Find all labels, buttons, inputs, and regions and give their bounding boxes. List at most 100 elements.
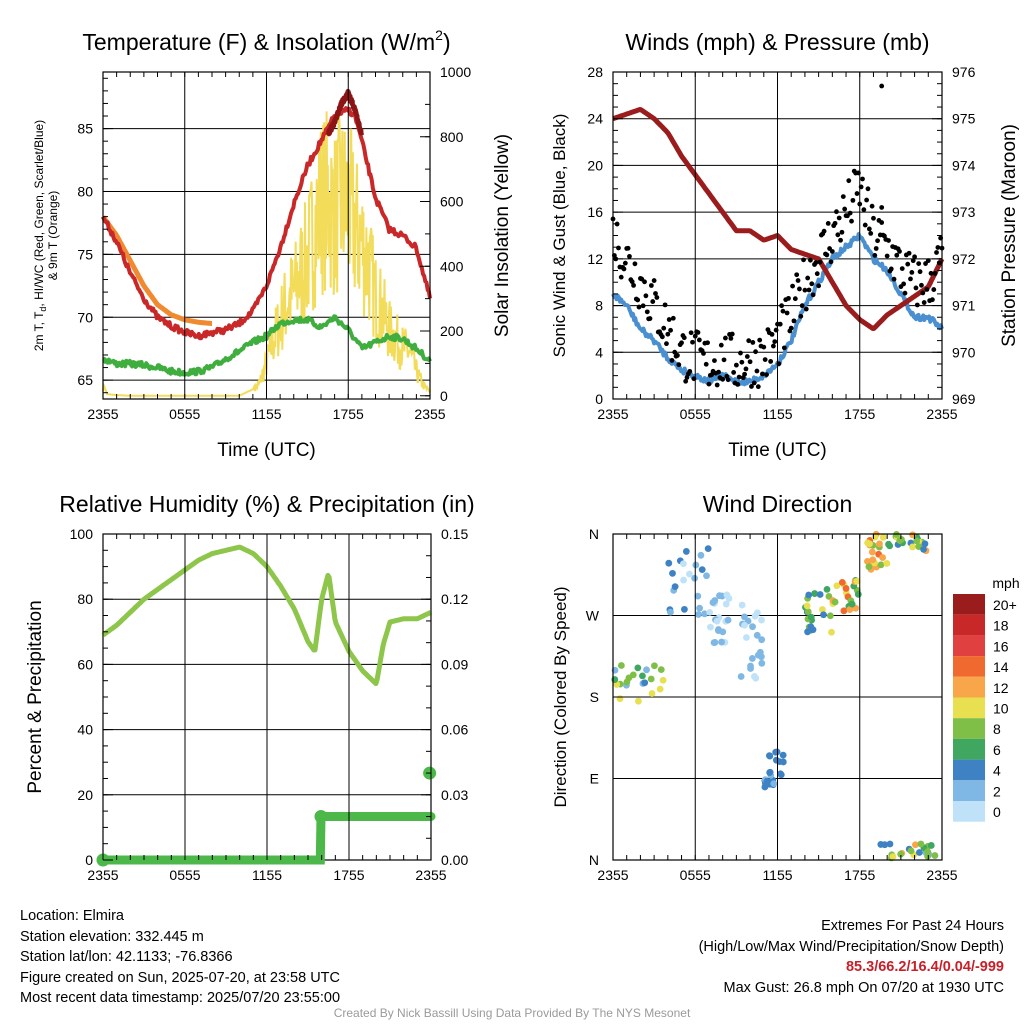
y-axis-label-2: & 9m T (Orange) xyxy=(46,191,60,281)
direction-point xyxy=(766,769,774,776)
direction-point xyxy=(823,585,831,593)
gust-point xyxy=(916,261,922,266)
direction-point xyxy=(703,572,710,580)
gust-point xyxy=(718,342,724,348)
y2-tick-label: 400 xyxy=(440,258,464,274)
direction-point xyxy=(680,605,688,613)
direction-point xyxy=(777,770,784,778)
gust-point xyxy=(651,278,657,283)
gust-point xyxy=(886,238,891,243)
gust-point xyxy=(894,252,900,258)
gust-peak-point xyxy=(879,83,885,89)
gust-point xyxy=(930,297,935,303)
direction-point xyxy=(831,598,839,606)
gust-point xyxy=(888,266,894,272)
gust-point xyxy=(865,186,871,192)
direction-point xyxy=(696,604,703,612)
y-tick-label: 20 xyxy=(587,157,603,173)
direction-point xyxy=(753,631,761,639)
direction-point xyxy=(804,628,811,636)
y2-tick-label: 0.15 xyxy=(441,526,468,542)
direction-point xyxy=(846,606,854,613)
gust-point xyxy=(687,368,693,374)
direction-point xyxy=(691,574,699,582)
gust-point xyxy=(703,361,709,367)
gust-point xyxy=(790,283,795,289)
gust-point xyxy=(854,191,860,196)
gust-point xyxy=(653,291,658,296)
y-tick-label: 4 xyxy=(595,344,603,360)
max-gust: Max Gust: 26.8 mph On 07/20 at 1930 UTC xyxy=(723,979,1004,996)
speed-legend: mph 20+ 18 16 14 12 10 8 6 4 2 0 xyxy=(953,575,1020,822)
direction-point xyxy=(876,540,883,548)
gust-point xyxy=(706,381,712,387)
gust-point xyxy=(777,321,783,327)
gust-point xyxy=(642,279,647,285)
gust-point xyxy=(712,358,717,364)
y-tick-label: N xyxy=(589,852,599,868)
y-axis-label: Percent & Precipitation xyxy=(25,600,46,793)
direction-point xyxy=(871,533,879,541)
y2-tick-label: 800 xyxy=(440,129,464,145)
gust-point xyxy=(779,303,785,309)
gust-point xyxy=(650,299,656,304)
gust-point xyxy=(659,334,665,340)
direction-point xyxy=(931,852,939,859)
y-axis-label: Sonic Wind & Gust (Blue, Black) xyxy=(550,114,569,358)
direction-point xyxy=(648,690,656,697)
gust-point xyxy=(879,220,885,225)
gust-point xyxy=(648,283,654,288)
legend-swatch xyxy=(953,697,985,719)
gust-point xyxy=(716,369,721,375)
gust-point xyxy=(824,252,830,258)
gust-point xyxy=(696,337,702,343)
y-tick-label: 85 xyxy=(77,121,93,137)
gust-point xyxy=(814,271,820,277)
gust-point xyxy=(869,203,875,209)
gust-point xyxy=(681,335,687,341)
gust-point xyxy=(723,335,728,341)
x-axis-label: Time (UTC) xyxy=(728,440,827,461)
station-location: Location: Elmira xyxy=(20,908,124,924)
gust-point xyxy=(744,354,750,359)
gust-point xyxy=(872,253,878,258)
y-tick-label: 75 xyxy=(77,246,93,262)
direction-point xyxy=(698,566,706,574)
y2-axis-label: Solar Insolation (Yellow) xyxy=(492,134,513,337)
extremes-subtitle: (High/Low/Max Wind/Precipitation/Snow De… xyxy=(698,938,1004,955)
gust-point xyxy=(622,260,628,266)
chart-title: Winds (mph) & Pressure (mb) xyxy=(625,29,929,55)
gust-point xyxy=(665,331,671,337)
gust-point xyxy=(914,302,920,308)
x-tick-label: 0555 xyxy=(169,406,200,422)
direction-point xyxy=(826,612,834,620)
gust-point xyxy=(924,287,930,292)
direction-point xyxy=(748,655,756,662)
y2-tick-label: 976 xyxy=(952,64,976,80)
direction-point xyxy=(643,666,650,674)
y-tick-label: 80 xyxy=(77,183,93,199)
gust-point xyxy=(864,197,870,203)
x-tick-label: 1155 xyxy=(762,867,792,883)
gust-point xyxy=(780,308,786,314)
direction-point xyxy=(623,678,631,686)
gust-point xyxy=(690,339,695,345)
direction-point xyxy=(885,540,892,548)
gust-point xyxy=(635,297,641,303)
y2-tick-label: 0.06 xyxy=(441,722,468,738)
gust-point xyxy=(754,368,760,374)
direction-point xyxy=(665,559,673,567)
y-tick-label: 16 xyxy=(587,204,603,220)
gust-point xyxy=(795,278,801,283)
direction-point xyxy=(763,777,771,785)
direction-point xyxy=(753,609,761,617)
direction-point xyxy=(864,539,871,547)
gust-point xyxy=(891,276,897,282)
gust-point xyxy=(836,215,842,221)
gust-point xyxy=(729,331,735,337)
gust-point xyxy=(866,226,872,232)
direction-point xyxy=(758,659,766,667)
y-tick-label: 28 xyxy=(587,64,603,80)
gust-point xyxy=(849,218,854,224)
x-tick-label: 2355 xyxy=(87,406,118,422)
